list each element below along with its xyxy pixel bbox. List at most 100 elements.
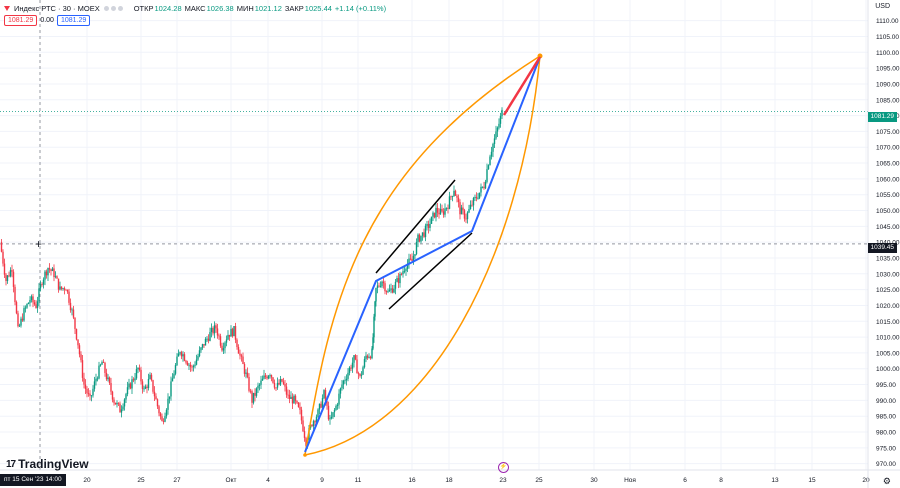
candle-body [105, 372, 108, 380]
candle-body [492, 143, 494, 152]
candle-body [495, 131, 497, 139]
candle-body [273, 382, 276, 388]
candle-body [231, 328, 234, 337]
x-tick-label: 16 [408, 477, 416, 484]
x-tick-label: 13 [771, 477, 779, 484]
symbol-title[interactable]: Индекс РТС · 30 · MOEX [14, 3, 100, 13]
candle-body [315, 416, 318, 423]
candle-body [442, 211, 445, 215]
y-tick-label: 995.00 [876, 382, 896, 389]
candle-body [372, 337, 374, 349]
candle-body [344, 380, 346, 382]
candle-body [120, 409, 123, 413]
candle-body [35, 304, 37, 308]
candle-body [305, 437, 307, 447]
open-label: ОТКР [133, 3, 154, 13]
x-tick-label: 30 [590, 477, 598, 484]
candle-body [382, 281, 385, 284]
currency-label[interactable]: USD [875, 3, 890, 10]
candle-body [5, 274, 7, 281]
candle-body [468, 208, 470, 213]
candle-body [249, 390, 252, 392]
candle-body [251, 391, 253, 403]
candle-body [80, 354, 82, 361]
y-tick-label: 1065.00 [876, 161, 900, 168]
candle-body [400, 273, 403, 275]
x-tick-label: Ноя [624, 477, 636, 484]
candle-body [8, 275, 10, 277]
candle-body [351, 362, 354, 369]
x-tick-label: 11 [355, 477, 362, 484]
candle-body [174, 365, 177, 374]
candle-body [24, 307, 27, 309]
candle-body [240, 355, 243, 357]
candle-body [385, 291, 388, 293]
tradingview-logo-icon: 17 [6, 458, 16, 470]
candle-body [176, 356, 178, 366]
candle-body [270, 375, 273, 378]
candle-body [53, 268, 55, 278]
candle-body [135, 369, 138, 379]
candle-body [347, 372, 349, 379]
candle-body [499, 116, 502, 124]
candle-body [374, 301, 376, 317]
candle-body [267, 375, 270, 379]
y-tick-label: 1105.00 [876, 34, 899, 41]
candle-body [92, 388, 94, 396]
candle-body [222, 348, 225, 351]
candle-body [117, 402, 120, 404]
candle-body [140, 369, 142, 382]
candle-body [376, 285, 379, 288]
gear-icon[interactable]: ⚙ [882, 476, 891, 486]
candle-body [119, 403, 121, 413]
candle-body [180, 352, 183, 357]
candle-body [0, 242, 3, 252]
candle-body [62, 288, 64, 289]
candle-body [303, 431, 306, 438]
drawings[interactable] [303, 53, 543, 457]
low-value: 1021.12 [254, 3, 282, 13]
candle-body [339, 388, 342, 394]
candle-body [177, 353, 180, 357]
candle-body [143, 388, 145, 390]
candle-body [168, 396, 171, 399]
candle-body [357, 373, 360, 375]
candle-body [462, 207, 464, 211]
candle-body [195, 359, 198, 365]
candle-body [324, 390, 327, 402]
buy-button[interactable]: 1081.29 [56, 15, 91, 26]
candle-body [387, 291, 389, 293]
candle-body [302, 420, 304, 432]
candle-body [153, 391, 156, 397]
candle-body [191, 366, 193, 368]
candle-body [312, 421, 315, 427]
candle-body [197, 356, 199, 360]
candle-body [489, 156, 491, 166]
candle-body [113, 399, 115, 403]
candle-body [365, 355, 367, 360]
candle-body [93, 381, 96, 389]
candle-body [141, 381, 144, 389]
tradingview-logo-text: TradingView [18, 457, 89, 471]
x-tick-label: 18 [445, 477, 453, 484]
candle-body [9, 270, 12, 277]
candle-body [393, 288, 395, 293]
candle-body [348, 367, 351, 373]
candle-body [63, 288, 66, 290]
candle-body [391, 288, 394, 293]
candle-body [224, 342, 226, 349]
candle-body [230, 328, 232, 337]
tradingview-logo[interactable]: 17 TradingView [6, 457, 89, 471]
sell-button[interactable]: 1081.29 [4, 15, 38, 26]
lightning-icon[interactable]: ⚡ [498, 462, 509, 473]
candle-body [164, 416, 166, 422]
candle-body [218, 335, 220, 337]
candle-body [41, 284, 43, 285]
candle-body [173, 373, 175, 379]
candle-body [78, 345, 81, 355]
candle-body [285, 386, 288, 395]
candle-body [362, 367, 364, 375]
candle-body [165, 409, 168, 417]
candle-body [330, 416, 333, 419]
